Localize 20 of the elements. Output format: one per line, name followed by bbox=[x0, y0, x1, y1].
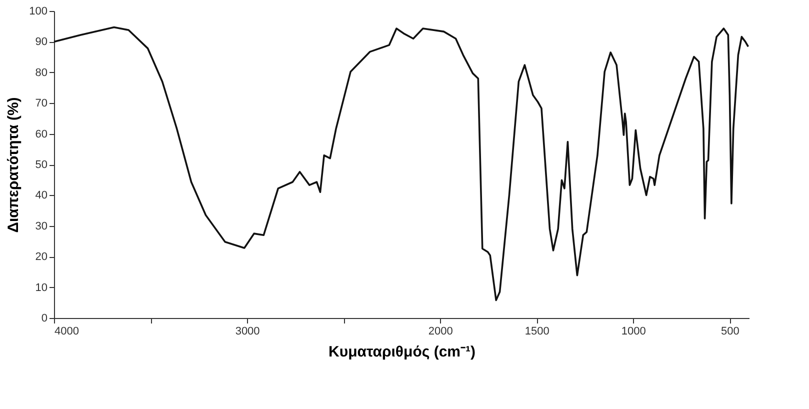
y-tick-label: 60 bbox=[35, 128, 48, 140]
x-tick-label: 2000 bbox=[428, 326, 453, 338]
y-tick-label: 100 bbox=[29, 6, 48, 18]
y-tick-label: 50 bbox=[35, 159, 48, 171]
y-tick-label: 90 bbox=[35, 36, 48, 48]
y-tick-label: 20 bbox=[35, 251, 48, 264]
y-tick-label: 40 bbox=[35, 190, 48, 202]
y-tick-label: 80 bbox=[35, 66, 48, 79]
x-tick-label: 4000 bbox=[54, 326, 79, 338]
y-axis-title: Διαπερατότητα (%) bbox=[5, 97, 22, 233]
x-tick-label: 3000 bbox=[235, 326, 260, 338]
y-tick-label: 70 bbox=[35, 98, 48, 110]
x-tick-label: 1000 bbox=[621, 326, 646, 338]
line-series bbox=[53, 26, 750, 302]
x-tick-label: 500 bbox=[721, 326, 740, 338]
y-tick-label: 0 bbox=[41, 312, 48, 324]
y-tick-label: 30 bbox=[35, 220, 48, 232]
x-axis-title: Κυματαριθμός (cm⁻¹) bbox=[328, 344, 476, 360]
y-tick-label: 10 bbox=[35, 282, 48, 294]
x-tick-label: 1500 bbox=[524, 326, 550, 338]
